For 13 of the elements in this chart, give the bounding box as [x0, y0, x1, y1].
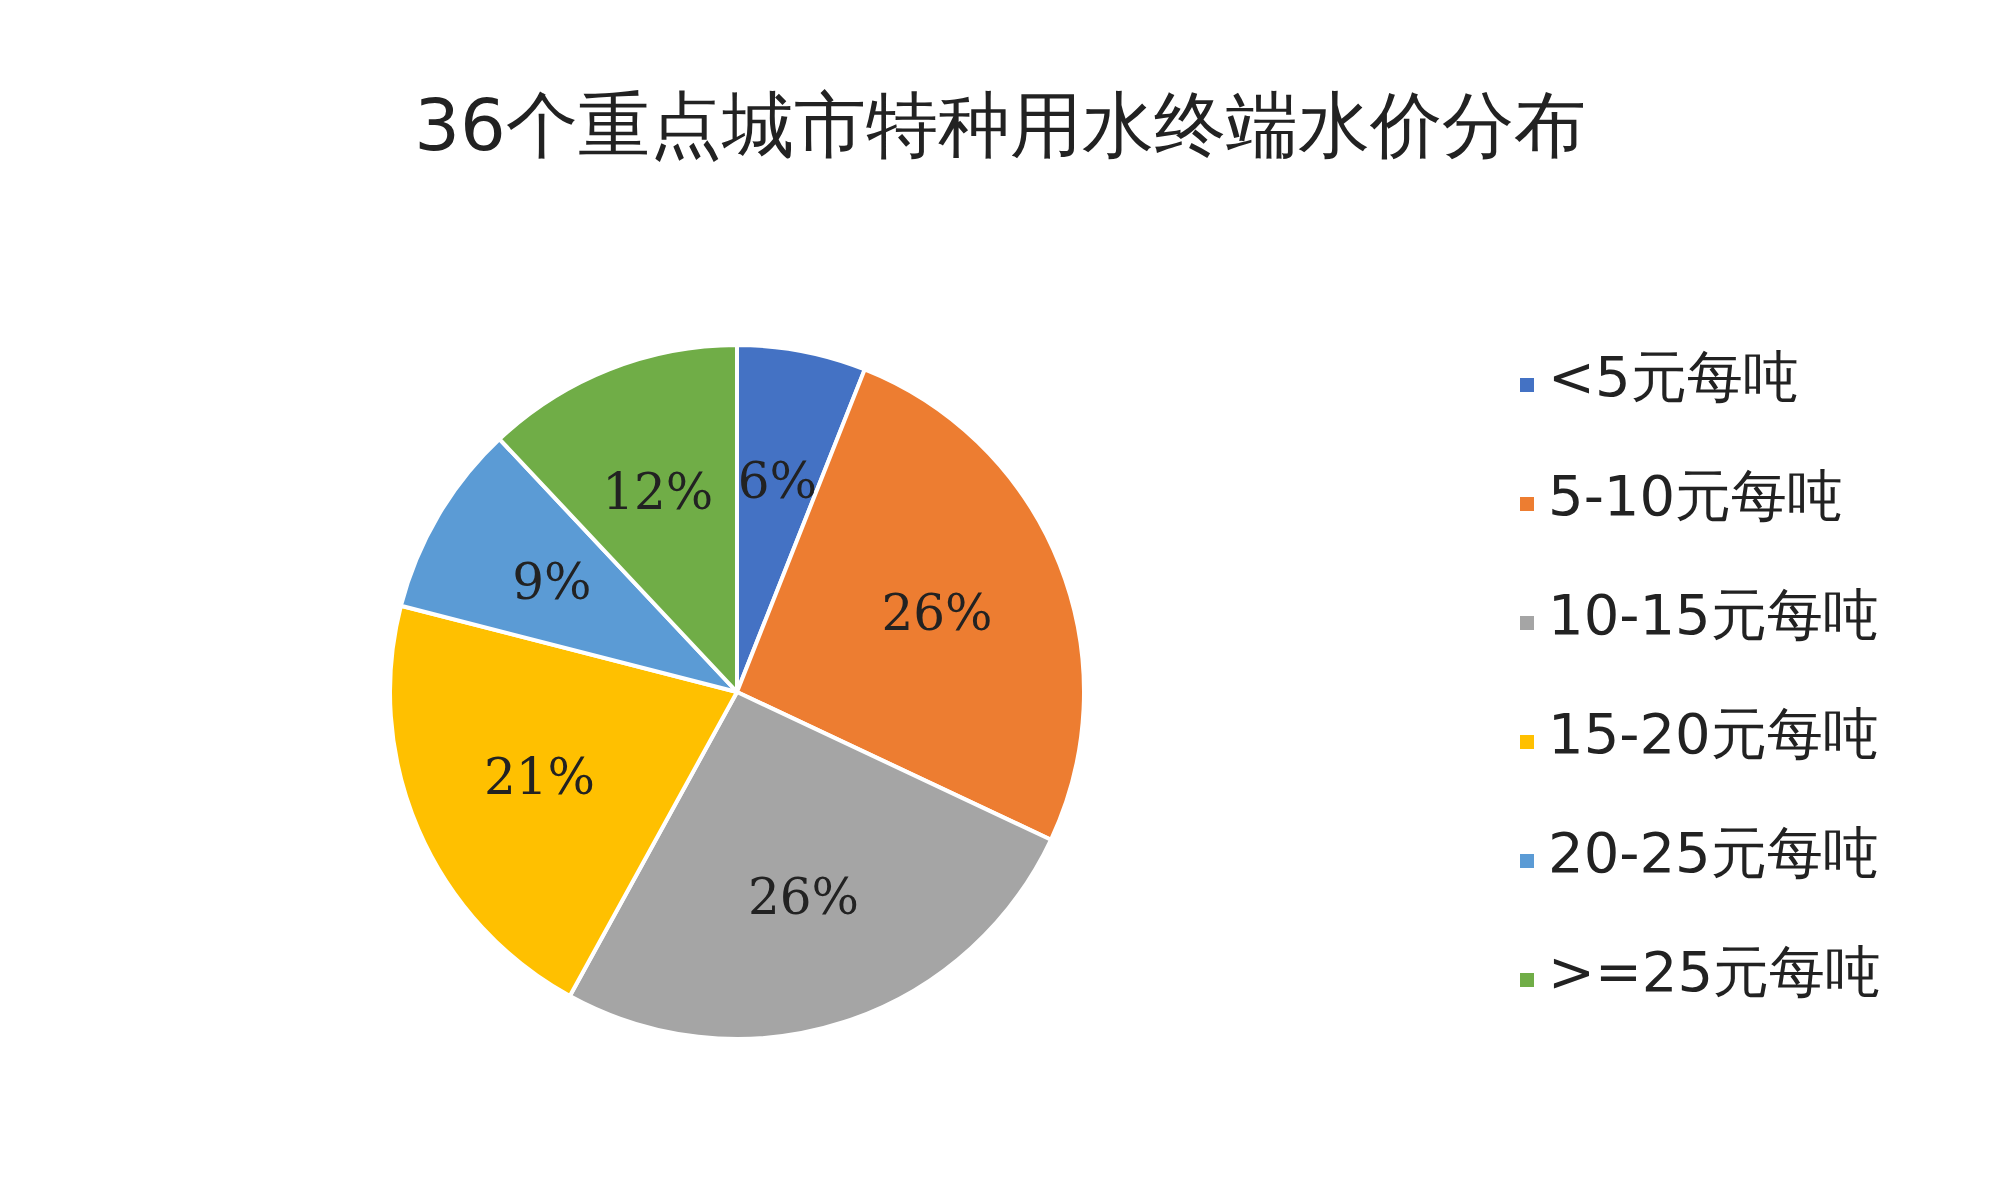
legend-label: 5-10元每吨 [1548, 463, 1844, 528]
legend-label: <5元每吨 [1548, 344, 1799, 409]
chart-title: 36个重点城市特种用水终端水价分布 [414, 83, 1586, 167]
data-label: 21% [483, 748, 596, 807]
data-label: 6% [737, 451, 817, 510]
data-label: 26% [881, 583, 993, 642]
data-label: 12% [602, 462, 714, 521]
legend-label: 20-25元每吨 [1548, 820, 1879, 885]
data-label: 26% [747, 867, 860, 926]
legend-label: >=25元每吨 [1548, 939, 1882, 1004]
data-label: 9% [512, 553, 592, 612]
legend-label: 15-20元每吨 [1548, 701, 1879, 766]
legend-label: 10-15元每吨 [1548, 582, 1879, 647]
